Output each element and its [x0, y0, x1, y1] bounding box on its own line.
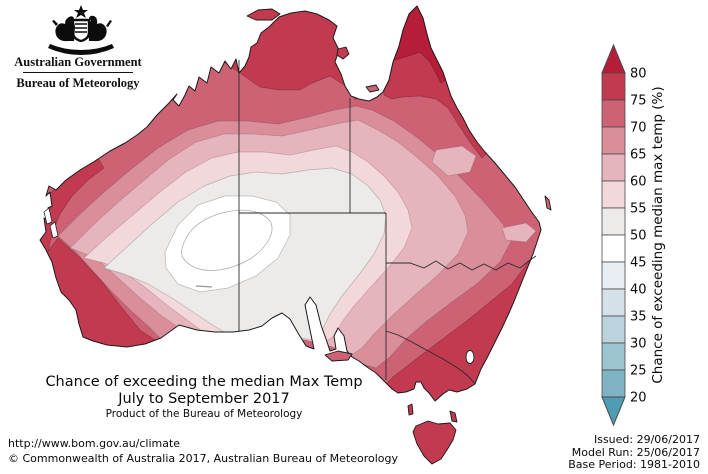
footer-base-period: Base Period: 1981-2010: [568, 458, 700, 472]
island-melville: [246, 8, 281, 21]
colorbar-band-35-40: [601, 288, 626, 317]
government-title: Australian Government: [14, 55, 142, 69]
colorbar-tick: 25: [630, 364, 647, 379]
islands: [246, 8, 552, 465]
border-nsw-vic-murray: [385, 330, 476, 385]
colorbar-tick: 45: [630, 256, 647, 271]
map-patch-60-65-central-qld: [431, 145, 477, 177]
colorbar-band-40-45: [601, 261, 626, 290]
coat-of-arms-logo: [48, 5, 114, 55]
footer-left: http://www.bom.gov.au/climate © Commonwe…: [8, 437, 398, 466]
footer-right: Issued: 29/06/2017 Model Run: 25/06/2017…: [568, 433, 700, 472]
island-flinders: [449, 410, 458, 423]
map-coastline: [39, 5, 542, 402]
colorbar-tick: 80: [630, 67, 647, 82]
island-fraser: [544, 195, 552, 211]
colorbar-arrow-below-20: [601, 396, 626, 427]
island-king: [407, 403, 414, 416]
footer-model-run: Model Run: 25/06/2017: [571, 445, 700, 459]
border-qld-nsw: [386, 255, 537, 271]
colorbar-tick: 30: [630, 337, 647, 352]
coat-of-arms-graphic: [48, 5, 114, 55]
map-salt-lake-line: [195, 285, 213, 288]
island-mornington: [365, 84, 380, 93]
island-groote: [336, 46, 350, 60]
colorbar-band-60-65: [601, 153, 626, 182]
colorbar-band-55-60: [601, 180, 626, 209]
colorbar-band-75-80: [601, 72, 626, 101]
footer-url: http://www.bom.gov.au/climate: [8, 437, 181, 450]
colorbar-arrow-above-80: [601, 43, 626, 74]
colorbar-tick: 50: [630, 229, 647, 244]
colorbar-band-20-25: [601, 369, 626, 398]
agency-title: Bureau of Meteorology: [16, 76, 140, 91]
colorbar-tick: 65: [630, 148, 647, 163]
colorbar-tick-labels: 80 75 70 65 60 55 50 45 40 35 30 25 20: [630, 67, 647, 406]
footer-issued: Issued: 29/06/2017: [593, 433, 700, 446]
colorbar-tick: 70: [630, 121, 647, 136]
act-boundary: [465, 350, 475, 364]
colorbar-band-70-75: [601, 99, 626, 128]
colorbar-axis-label: Chance of exceeding median max temp (%): [650, 86, 666, 383]
map-product-line: Product of the Bureau of Meteorology: [105, 408, 303, 420]
shark-bay-inlet-east: [49, 221, 59, 239]
footer-copyright: © Commonwealth of Australia 2017, Austra…: [8, 451, 398, 465]
colorbar-band-25-30: [601, 342, 626, 371]
colorbar-tick: 35: [630, 310, 647, 325]
island-tasmania: [412, 420, 457, 465]
shark-bay-inlet-west: [43, 207, 53, 225]
map-patch-60-65-se-qld: [501, 222, 537, 243]
colorbar-tick: 20: [630, 391, 647, 406]
colorbar-tick: 40: [630, 283, 647, 298]
island-kangaroo: [324, 350, 353, 362]
colorbar-band-65-70: [601, 126, 626, 155]
map-contour-inner-45: [181, 209, 273, 271]
colorbar-tick: 75: [630, 94, 647, 109]
map-title: Chance of exceeding the median Max Temp: [45, 374, 363, 390]
map-subtitle: July to September 2017: [118, 391, 290, 407]
colorbar-tick: 55: [630, 202, 647, 217]
government-branding: Australian Government Bureau of Meteorol…: [0, 55, 150, 91]
branding-divider: [23, 72, 133, 74]
shark-bay-inlets: [43, 207, 59, 239]
colorbar-band-30-35: [601, 315, 626, 344]
colorbar-band-45-50: [601, 234, 626, 263]
colorbar-tick: 60: [630, 175, 647, 190]
state-borders: [238, 60, 537, 385]
colorbar: 80 75 70 65 60 55 50 45 40 35 30 25 20 C…: [601, 43, 666, 427]
colorbar-band-50-55: [601, 207, 626, 236]
